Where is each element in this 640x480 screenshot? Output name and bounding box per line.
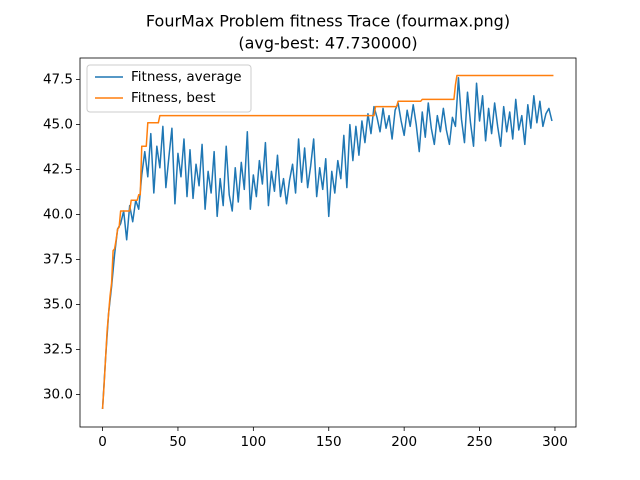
x-tick-label: 300: [542, 434, 568, 450]
chart-subtitle: (avg-best: 47.730000): [238, 34, 417, 53]
y-tick-label: 30.0: [43, 387, 73, 403]
y-tick-label: 45.0: [43, 117, 73, 133]
y-tick-label: 47.5: [43, 72, 73, 88]
axes-frame: [79, 57, 577, 428]
x-tick-label: 0: [98, 434, 107, 450]
series-line: [101, 74, 554, 410]
x-tick-label: 200: [391, 434, 417, 450]
x-tick-label: 150: [316, 434, 342, 450]
x-tick-label: 50: [169, 434, 186, 450]
legend-box: [86, 64, 252, 113]
y-tick-label: 35.0: [43, 297, 73, 313]
y-tick-label: 40.0: [43, 207, 73, 223]
y-tick-label: 42.5: [43, 162, 73, 178]
y-tick-label: 37.5: [43, 252, 73, 268]
series-line: [101, 77, 553, 410]
y-tick-label: 32.5: [43, 342, 73, 358]
legend-label: Fitness, best: [131, 90, 216, 106]
chart-title: FourMax Problem fitness Trace (fourmax.p…: [146, 12, 510, 31]
x-tick-label: 250: [467, 434, 493, 450]
legend-label: Fitness, average: [131, 69, 242, 85]
x-tick-label: 100: [240, 434, 266, 450]
